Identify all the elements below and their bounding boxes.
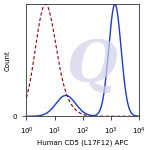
Y-axis label: Count: Count: [4, 50, 10, 70]
X-axis label: Human CD5 (L17F12) APC: Human CD5 (L17F12) APC: [37, 139, 128, 146]
Text: Q: Q: [66, 38, 117, 94]
